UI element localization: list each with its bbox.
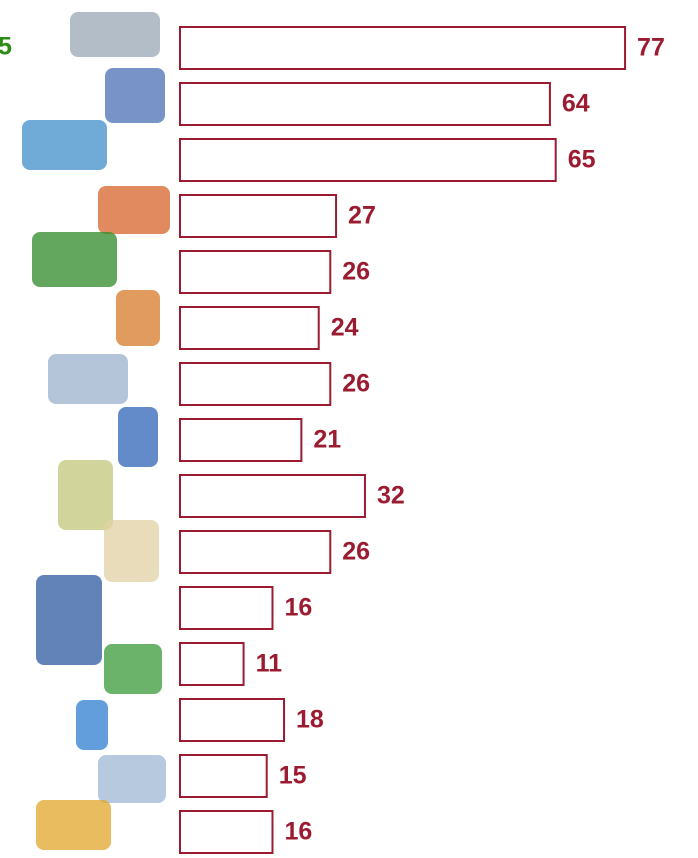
product-image — [36, 575, 102, 665]
value-label: 18 — [296, 706, 324, 734]
bar — [179, 586, 274, 630]
bar — [179, 250, 332, 294]
value-label: 15 — [279, 762, 307, 790]
product-image — [105, 68, 165, 123]
product-image — [32, 232, 117, 287]
bar — [179, 530, 332, 574]
value-label: 26 — [342, 258, 370, 286]
value-label: 64 — [562, 90, 590, 118]
product-image — [104, 644, 162, 694]
product-image — [104, 520, 159, 582]
bar — [179, 698, 286, 742]
product-image — [70, 12, 160, 57]
value-label: 11 — [256, 650, 283, 678]
bar — [179, 306, 320, 350]
product-image — [58, 460, 113, 530]
value-label: 65 — [568, 146, 596, 174]
bar — [179, 754, 268, 798]
annotation: 5 — [0, 33, 12, 61]
value-label: 24 — [331, 314, 359, 342]
bar — [179, 194, 338, 238]
value-label: 32 — [377, 482, 405, 510]
product-image — [76, 700, 108, 750]
product-image — [36, 800, 111, 850]
value-label: 26 — [342, 370, 370, 398]
value-label: 27 — [348, 202, 376, 230]
bar — [179, 362, 332, 406]
bar — [179, 810, 274, 854]
product-image — [48, 354, 128, 404]
bar — [179, 82, 551, 126]
product-image — [116, 290, 160, 346]
value-label: 16 — [284, 818, 312, 846]
bar — [179, 138, 557, 182]
product-image — [22, 120, 107, 170]
value-label: 16 — [284, 594, 312, 622]
product-image — [98, 755, 166, 803]
value-label: 26 — [342, 538, 370, 566]
bar — [179, 642, 245, 686]
value-label: 21 — [313, 426, 341, 454]
bar — [179, 26, 627, 70]
bar — [179, 474, 366, 518]
product-image — [98, 186, 170, 234]
product-image — [118, 407, 158, 467]
value-label: 77 — [637, 34, 665, 62]
bar — [179, 418, 303, 462]
